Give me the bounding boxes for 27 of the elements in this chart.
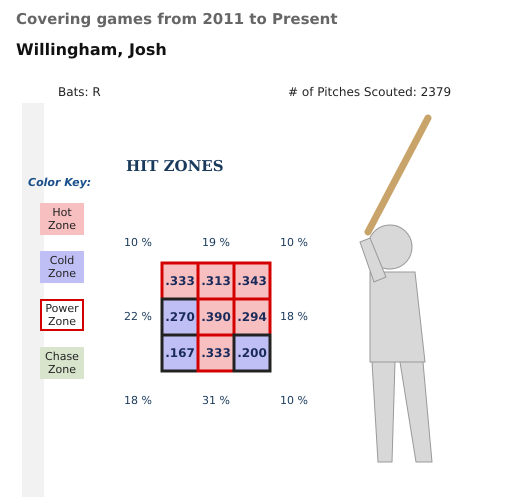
- data-label: .333: [201, 346, 231, 360]
- data-label: .343: [237, 274, 267, 288]
- data-label: .294: [237, 310, 267, 324]
- text: Hot Zone: [40, 203, 84, 235]
- text: Cold Zone: [40, 251, 84, 283]
- text: Chase Zone: [40, 347, 84, 379]
- text: 10 %: [280, 394, 308, 407]
- text: 31 %: [202, 394, 230, 407]
- text: 22 %: [124, 310, 152, 323]
- text: Color Key:: [28, 176, 92, 189]
- chart-title: Covering games from 2011 to Present: [16, 10, 338, 28]
- text: 10 %: [280, 236, 308, 249]
- data-label: .313: [201, 274, 231, 288]
- data-label: .200: [237, 346, 267, 360]
- text: 18 %: [124, 394, 152, 407]
- text: 10 %: [124, 236, 152, 249]
- text: HIT ZONES: [126, 157, 224, 175]
- data-label: .167: [165, 346, 195, 360]
- chart-subtitle: Willingham, Josh: [16, 40, 167, 59]
- data-label: .390: [201, 310, 231, 324]
- text: Bats: R: [58, 85, 101, 99]
- data-label: .333: [165, 274, 195, 288]
- text: 19 %: [202, 236, 230, 249]
- text: # of Pitches Scouted: 2379: [288, 85, 452, 99]
- text: 18 %: [280, 310, 308, 323]
- data-label: .270: [165, 310, 195, 324]
- text: Power Zone: [40, 299, 84, 331]
